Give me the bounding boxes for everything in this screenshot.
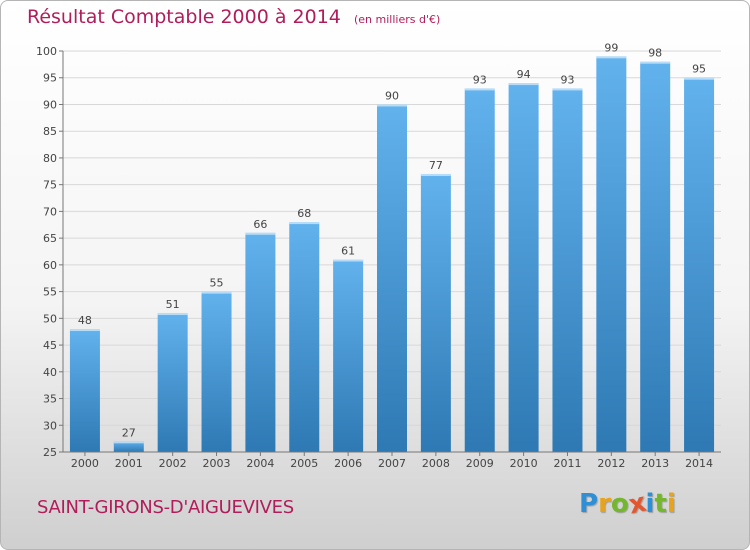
bar-highlight bbox=[420, 173, 451, 176]
bar bbox=[69, 329, 100, 452]
bar-highlight bbox=[157, 312, 188, 315]
value-label: 77 bbox=[429, 159, 443, 172]
value-label: 98 bbox=[648, 47, 662, 60]
bar-highlight bbox=[333, 259, 364, 262]
y-tick-label: 95 bbox=[43, 72, 57, 85]
value-label: 95 bbox=[692, 63, 706, 76]
bar bbox=[684, 77, 715, 452]
bar bbox=[201, 291, 232, 452]
bar bbox=[508, 83, 539, 452]
y-tick-label: 85 bbox=[43, 125, 57, 138]
y-tick-label: 30 bbox=[43, 419, 57, 432]
y-tick-label: 65 bbox=[43, 232, 57, 245]
x-tick-label: 2006 bbox=[334, 457, 362, 470]
x-tick-label: 2008 bbox=[422, 457, 450, 470]
x-tick-label: 2007 bbox=[378, 457, 406, 470]
y-tick-label: 90 bbox=[43, 98, 57, 111]
bar bbox=[640, 61, 671, 453]
x-tick-label: 2013 bbox=[641, 457, 669, 470]
bar-highlight bbox=[69, 329, 100, 332]
bar-highlight bbox=[201, 291, 232, 294]
y-tick-label: 70 bbox=[43, 205, 57, 218]
bar bbox=[596, 56, 627, 452]
value-label: 68 bbox=[297, 207, 311, 220]
value-label: 90 bbox=[385, 89, 399, 102]
x-tick-label: 2011 bbox=[553, 457, 581, 470]
bar bbox=[113, 441, 144, 452]
y-tick-label: 45 bbox=[43, 339, 57, 352]
x-tick-label: 2012 bbox=[597, 457, 625, 470]
bar-highlight bbox=[289, 222, 320, 225]
bar bbox=[289, 222, 320, 452]
y-tick-label: 50 bbox=[43, 312, 57, 325]
x-tick-label: 2010 bbox=[510, 457, 538, 470]
value-label: 93 bbox=[560, 73, 574, 86]
y-tick-label: 60 bbox=[43, 259, 57, 272]
logo-letter: r bbox=[598, 489, 611, 519]
x-tick-label: 2004 bbox=[246, 457, 274, 470]
bar bbox=[377, 104, 407, 452]
y-tick-label: 55 bbox=[43, 286, 57, 299]
chart-title: Résultat Comptable 2000 à 2014 bbox=[27, 6, 341, 28]
title-row: Résultat Comptable 2000 à 2014 (en milli… bbox=[27, 6, 440, 28]
y-tick-label: 75 bbox=[43, 179, 57, 192]
y-tick-label: 100 bbox=[36, 45, 57, 58]
bar-highlight bbox=[684, 77, 715, 80]
value-label: 61 bbox=[341, 245, 355, 258]
logo-letter: i bbox=[645, 489, 655, 519]
value-label: 93 bbox=[473, 73, 487, 86]
bar bbox=[420, 173, 451, 452]
y-tick-label: 35 bbox=[43, 393, 57, 406]
x-tick-label: 2003 bbox=[203, 457, 231, 470]
proxiti-logo[interactable]: Proxiti bbox=[579, 488, 676, 521]
x-tick-label: 2001 bbox=[115, 457, 143, 470]
x-tick-label: 2009 bbox=[466, 457, 494, 470]
logo-letter: P bbox=[579, 489, 599, 519]
bar-highlight bbox=[596, 56, 627, 59]
value-label: 51 bbox=[166, 298, 180, 311]
bar-highlight bbox=[113, 441, 144, 444]
bar bbox=[552, 88, 583, 452]
x-tick-label: 2005 bbox=[290, 457, 318, 470]
bar bbox=[464, 88, 495, 452]
bar-highlight bbox=[245, 232, 276, 235]
bar bbox=[157, 312, 188, 452]
value-label: 27 bbox=[122, 426, 136, 439]
bar-highlight bbox=[508, 83, 539, 86]
value-label: 94 bbox=[517, 68, 531, 81]
x-tick-label: 2002 bbox=[159, 457, 187, 470]
x-tick-label: 2014 bbox=[685, 457, 713, 470]
y-tick-label: 40 bbox=[43, 366, 57, 379]
bar-highlight bbox=[552, 88, 583, 91]
commune-name: SAINT-GIRONS-D'AIGUEVIVES bbox=[37, 497, 294, 518]
value-label: 48 bbox=[78, 314, 92, 327]
x-tick-label: 2000 bbox=[71, 457, 99, 470]
y-tick-label: 25 bbox=[43, 446, 57, 459]
logo-letter: t bbox=[654, 489, 667, 519]
logo-letter: i bbox=[666, 489, 676, 519]
value-label: 66 bbox=[253, 218, 267, 231]
bar bbox=[333, 259, 364, 452]
logo-letter: o bbox=[610, 489, 629, 519]
value-label: 99 bbox=[604, 41, 618, 54]
bar-highlight bbox=[377, 104, 407, 107]
bar-highlight bbox=[464, 88, 495, 91]
bar bbox=[245, 232, 276, 452]
y-tick-label: 80 bbox=[43, 152, 57, 165]
value-label: 55 bbox=[210, 277, 224, 290]
bar-highlight bbox=[640, 61, 671, 64]
chart-subtitle: (en milliers d'€) bbox=[353, 13, 441, 26]
